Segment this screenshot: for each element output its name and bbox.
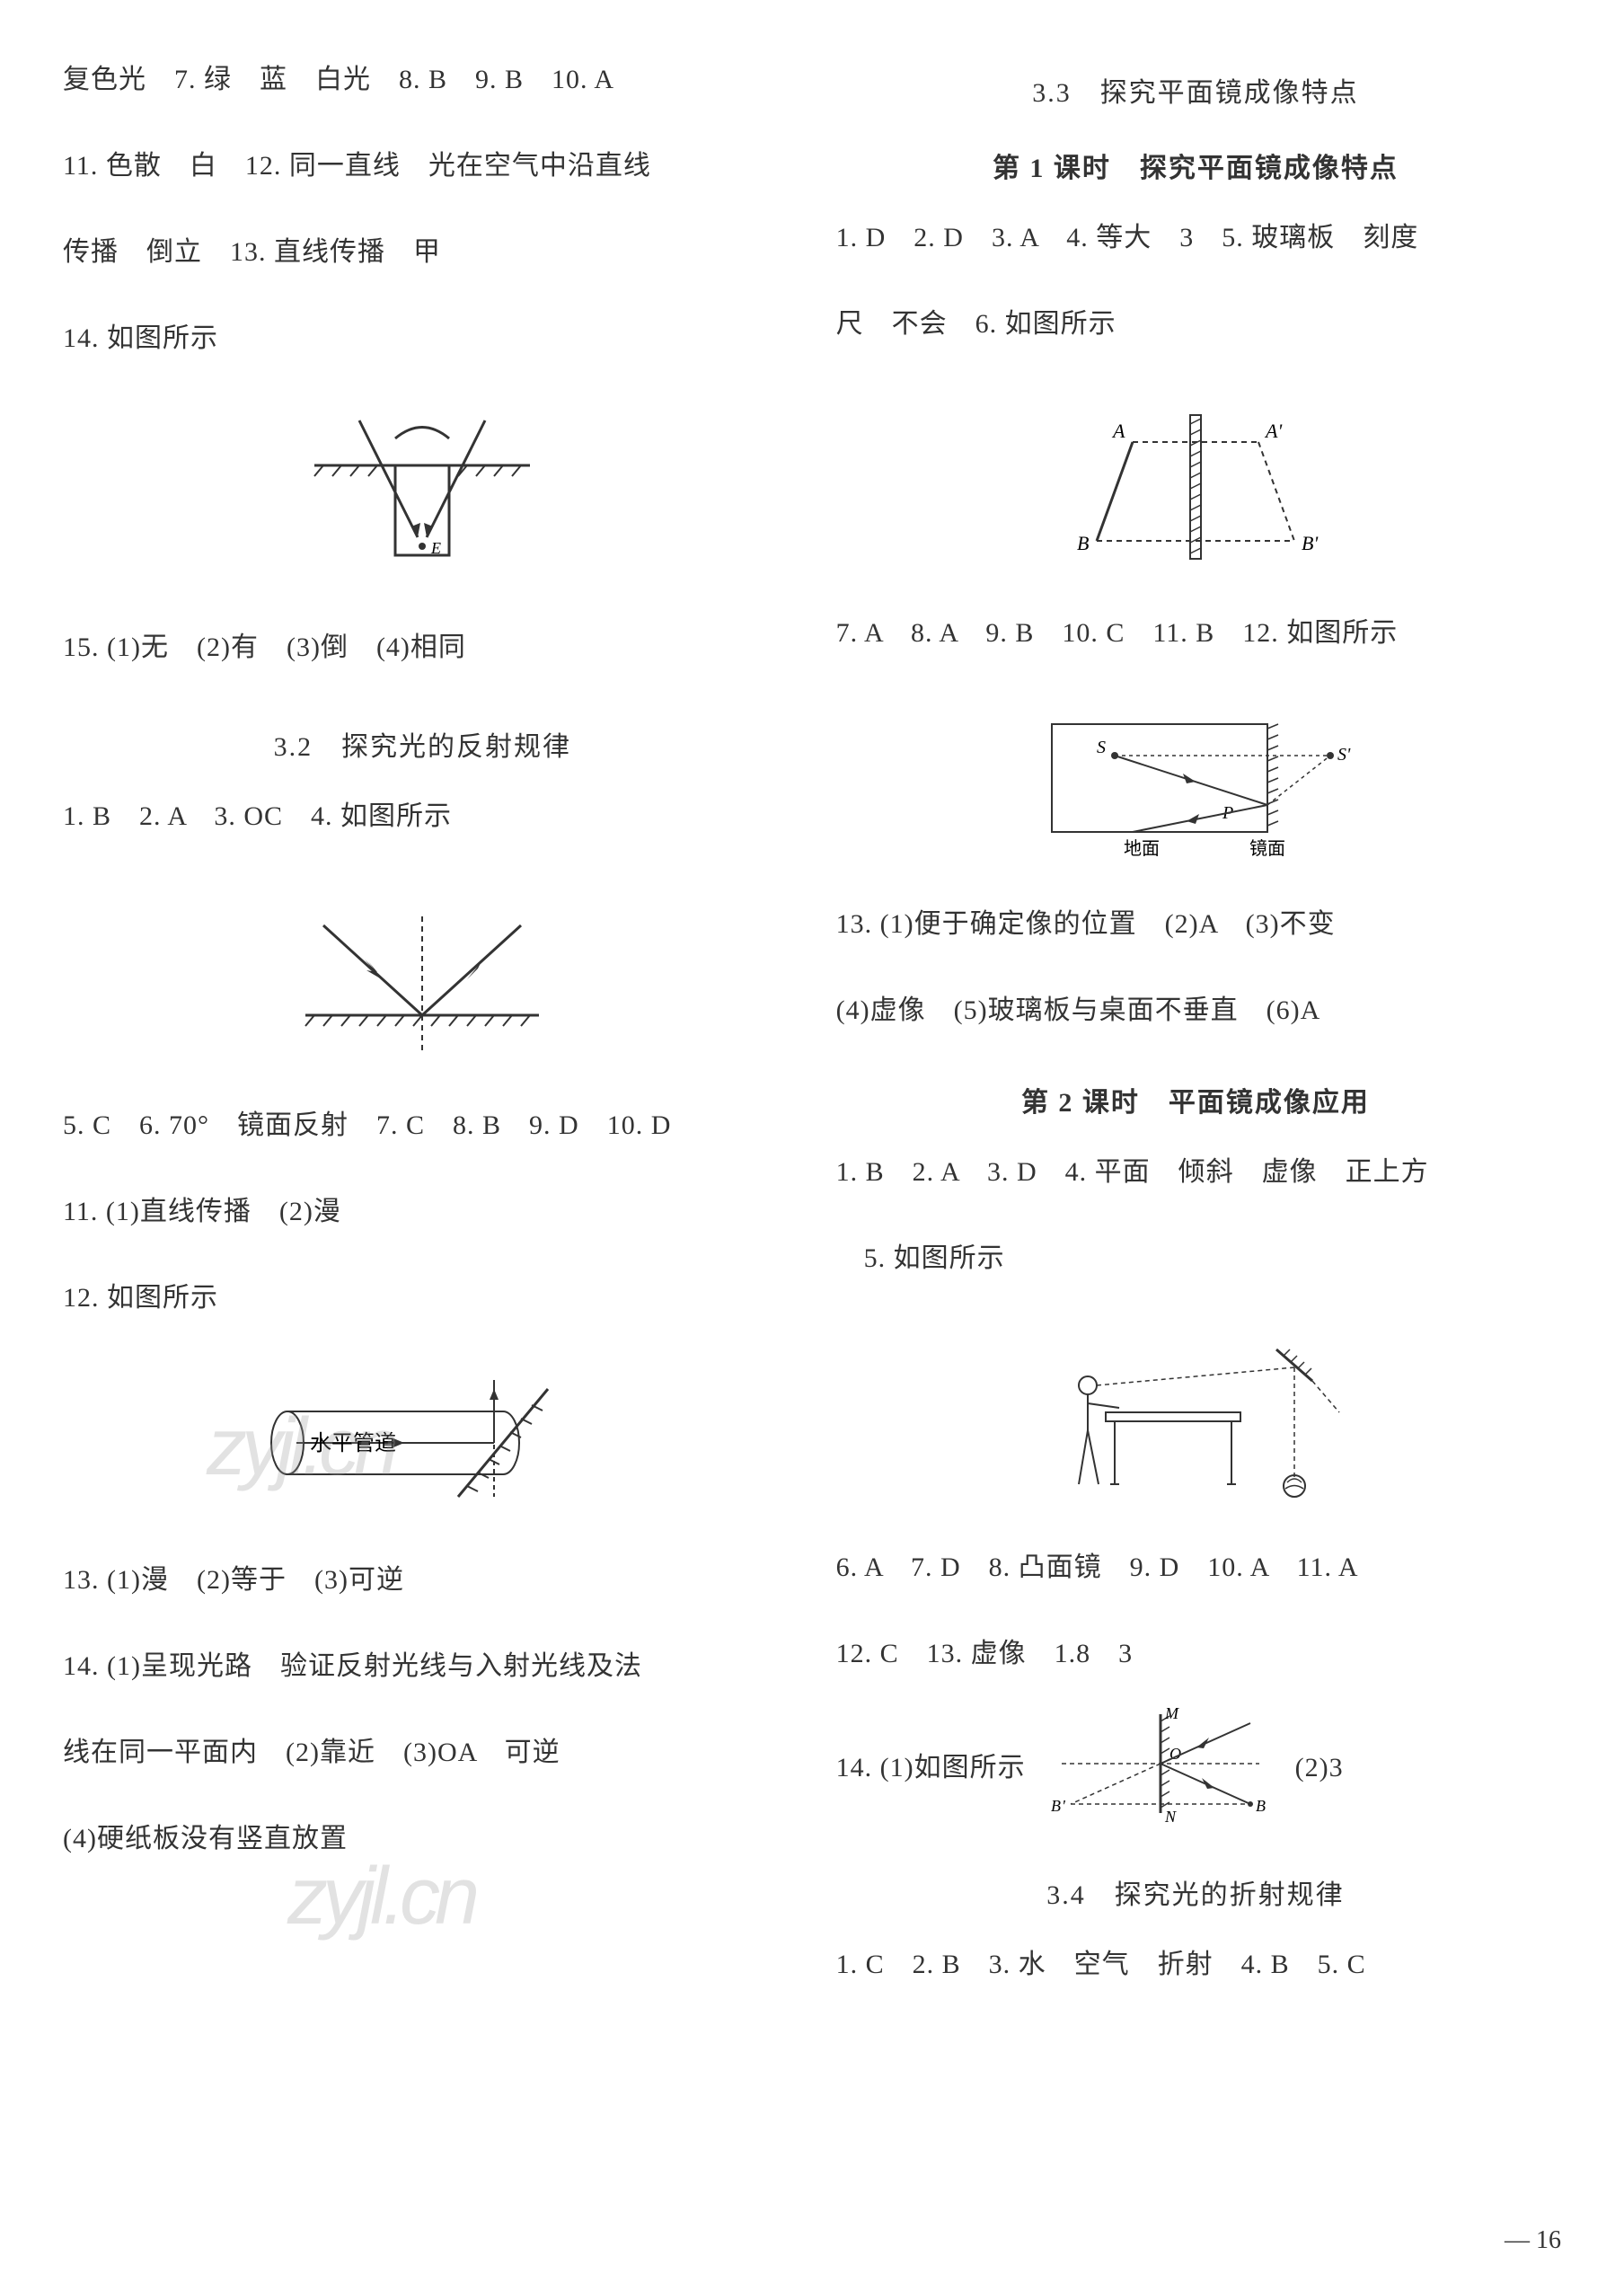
svg-text:地面: 地面 xyxy=(1124,838,1160,859)
pipe-label: 水平管道 xyxy=(310,1431,396,1455)
text-line: 1. B 2. A 3. D 4. 平面 倾斜 虚像 正上方 xyxy=(836,1137,1556,1207)
text-line: 5. C 6. 70° 镜面反射 7. C 8. B 9. D 10. D xyxy=(63,1091,782,1161)
figure-mirror-image: A A' B B' xyxy=(836,397,1556,577)
text-line: 14. (1)呈现光路 验证反射光线与入射光线及法 xyxy=(63,1632,782,1702)
svg-text:A': A' xyxy=(1264,420,1282,442)
text-line: 线在同一平面内 (2)靠近 (3)OA 可逆 xyxy=(63,1718,782,1788)
text-line: 14. 如图所示 xyxy=(63,304,782,374)
q14-suffix: (2)3 xyxy=(1295,1733,1344,1803)
right-column: 3.3 探究平面镜成像特点 第 1 课时 探究平面镜成像特点 1. D 2. D… xyxy=(836,45,1556,2246)
svg-text:S': S' xyxy=(1337,745,1351,765)
text-line: (4)硬纸板没有竖直放置 xyxy=(63,1804,782,1874)
left-column: 复色光 7. 绿 蓝 白光 8. B 9. B 10. A 11. 色散 白 1… xyxy=(63,45,782,2246)
svg-text:O: O xyxy=(1169,1745,1182,1763)
figure-ground-mirror: S S' P 地面 镜面 xyxy=(836,706,1556,868)
text-line: 1. D 2. D 3. A 4. 等大 3 5. 玻璃板 刻度 xyxy=(836,203,1556,273)
text-line: 7. A 8. A 9. B 10. C 11. B 12. 如图所示 xyxy=(836,598,1556,668)
text-line: 13. (1)漫 (2)等于 (3)可逆 xyxy=(63,1545,782,1615)
text-line: (4)虚像 (5)玻璃板与桌面不垂直 (6)A xyxy=(836,976,1556,1046)
text-line: 1. B 2. A 3. OC 4. 如图所示 xyxy=(63,782,782,852)
subtitle-lesson1: 第 1 课时 探究平面镜成像特点 xyxy=(836,146,1556,185)
text-line: 12. C 13. 虚像 1.8 3 xyxy=(836,1619,1556,1689)
svg-text:A: A xyxy=(1111,420,1125,442)
text-line: 13. (1)便于确定像的位置 (2)A (3)不变 xyxy=(836,889,1556,960)
subtitle-lesson2: 第 2 课时 平面镜成像应用 xyxy=(836,1080,1556,1119)
text-line: 15. (1)无 (2)有 (3)倒 (4)相同 xyxy=(63,613,782,683)
svg-text:S: S xyxy=(1097,738,1106,757)
svg-text:N: N xyxy=(1164,1808,1177,1826)
svg-text:M: M xyxy=(1164,1705,1179,1722)
text-line: 尺 不会 6. 如图所示 xyxy=(836,289,1556,359)
q14-prefix: 14. (1)如图所示 xyxy=(836,1733,1026,1803)
text-line-14: 14. (1)如图所示 M N O xyxy=(836,1705,1556,1831)
section-title-34: 3.4 探究光的折射规律 xyxy=(836,1872,1556,1912)
svg-text:E: E xyxy=(430,539,441,557)
figure-person-mirror xyxy=(836,1331,1556,1511)
page-number: — 16 xyxy=(1505,2226,1561,2255)
figure-reflection xyxy=(63,889,782,1069)
text-line: 复色光 7. 绿 蓝 白光 8. B 9. B 10. A xyxy=(63,45,782,115)
text-line: 12. 如图所示 xyxy=(63,1263,782,1333)
svg-text:B': B' xyxy=(1051,1797,1066,1815)
svg-text:B: B xyxy=(1256,1797,1267,1815)
svg-text:B: B xyxy=(1077,532,1089,554)
text-line: 6. A 7. D 8. 凸面镜 9. D 10. A 11. A xyxy=(836,1533,1556,1603)
text-line: 传播 倒立 13. 直线传播 甲 xyxy=(63,217,782,287)
figure-pipe-mirror: 水平管道 xyxy=(63,1371,782,1524)
section-title-32: 3.2 探究光的反射规律 xyxy=(63,724,782,764)
text-line: 1. C 2. B 3. 水 空气 折射 4. B 5. C xyxy=(836,1930,1556,2000)
text-line: 5. 如图所示 xyxy=(836,1224,1556,1294)
figure-mn-mirror: M N O B B' xyxy=(1044,1705,1277,1831)
svg-text:镜面: 镜面 xyxy=(1249,838,1285,859)
text-line: 11. (1)直线传播 (2)漫 xyxy=(63,1177,782,1247)
text-line: 11. 色散 白 12. 同一直线 光在空气中沿直线 xyxy=(63,131,782,201)
figure-pinhole: E xyxy=(63,411,782,591)
section-title-33: 3.3 探究平面镜成像特点 xyxy=(836,70,1556,110)
svg-text:B': B' xyxy=(1302,532,1318,554)
